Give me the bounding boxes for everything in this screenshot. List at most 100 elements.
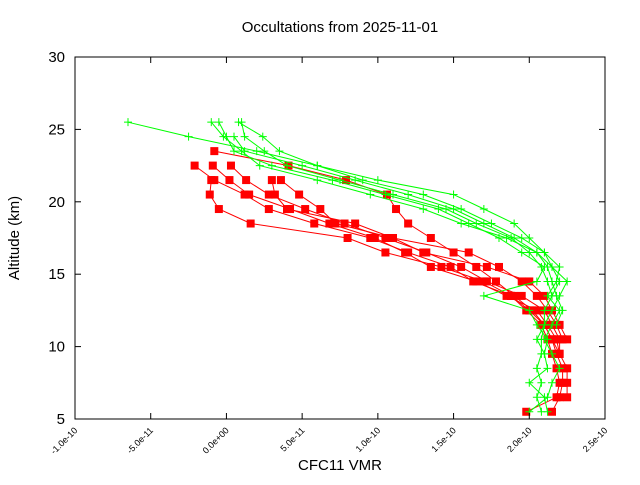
data-point-square <box>555 349 564 358</box>
data-point-square <box>437 262 446 271</box>
data-point-plus <box>449 190 458 199</box>
data-point-plus <box>563 277 572 286</box>
data-point-square <box>210 147 219 156</box>
data-point-plus <box>230 132 238 141</box>
series-1-profile-1-line <box>210 121 568 412</box>
data-point-square <box>517 291 526 300</box>
data-point-square <box>264 190 273 199</box>
data-point-square <box>446 262 455 271</box>
series-0-profile-3-line <box>230 165 561 354</box>
data-point-square <box>310 219 319 228</box>
data-point-square <box>240 190 249 199</box>
data-point-plus <box>540 349 549 358</box>
data-point-plus <box>543 335 552 344</box>
data-point-plus <box>389 190 397 199</box>
data-point-square <box>190 161 199 170</box>
data-point-plus <box>358 176 367 185</box>
y-tick-label: 10 <box>48 339 65 356</box>
data-point-plus <box>419 190 428 199</box>
data-point-square <box>214 205 223 214</box>
y-tick-label: 5 <box>57 411 65 428</box>
data-point-square <box>325 219 334 228</box>
x-axis-label: CFC11 VMR <box>298 457 382 474</box>
data-point-square <box>283 205 291 214</box>
data-point-plus <box>419 205 428 214</box>
series-0-profile-0-line <box>214 150 564 413</box>
data-point-plus <box>255 161 264 170</box>
plot-border <box>74 56 606 420</box>
data-point-plus <box>548 378 556 387</box>
data-point-plus <box>555 364 564 373</box>
data-point-plus <box>336 176 344 185</box>
data-point-plus <box>479 205 488 214</box>
data-point-square <box>343 234 352 242</box>
y-tick-label: 15 <box>48 266 65 283</box>
data-point-square <box>351 219 360 228</box>
y-axis: 5 10 15 20 25 30 <box>48 49 605 428</box>
data-point-square <box>381 248 390 257</box>
x-tick-label: -5.0e-11 <box>125 425 155 455</box>
data-point-plus <box>532 277 541 286</box>
data-point-square <box>558 335 567 344</box>
data-point-plus <box>313 161 322 170</box>
x-tick-label: 2.5e-10 <box>581 425 610 454</box>
data-point-square <box>389 234 397 242</box>
y-tick-label: 30 <box>48 49 65 66</box>
data-point-square <box>340 219 349 228</box>
data-point-plus <box>495 234 503 242</box>
data-point-square <box>207 176 216 185</box>
data-point-plus <box>487 219 496 228</box>
data-point-plus <box>381 190 390 199</box>
data-point-square <box>226 161 235 170</box>
data-point-square <box>502 291 511 300</box>
data-point-square <box>404 219 413 228</box>
data-point-plus <box>351 176 360 185</box>
data-point-plus <box>240 147 249 156</box>
data-point-plus <box>558 306 567 315</box>
data-point-square <box>331 219 340 228</box>
data-point-square <box>555 378 564 387</box>
data-point-plus <box>275 147 284 156</box>
data-point-square <box>205 190 214 199</box>
data-point-square <box>517 277 526 286</box>
data-point-plus <box>184 132 193 141</box>
data-point-square <box>267 176 276 185</box>
data-point-plus <box>328 176 337 185</box>
data-point-plus <box>525 248 534 257</box>
data-point-plus <box>543 407 552 416</box>
data-point-plus <box>472 219 481 228</box>
data-point-plus <box>457 205 466 214</box>
data-point-plus <box>543 277 552 286</box>
data-point-square <box>295 190 304 199</box>
data-point-plus <box>555 262 564 271</box>
data-point-square <box>392 205 401 214</box>
data-point-square <box>548 335 556 344</box>
data-point-plus <box>540 306 549 315</box>
data-point-plus <box>207 118 216 127</box>
data-point-square <box>532 306 541 315</box>
data-point-square <box>449 248 458 257</box>
plot-marks <box>124 118 572 416</box>
data-point-square <box>264 205 273 214</box>
data-point-plus <box>258 132 267 141</box>
data-point-plus <box>548 306 556 315</box>
data-point-plus <box>507 234 516 242</box>
data-point-plus <box>532 320 541 329</box>
data-point-plus <box>540 320 549 329</box>
data-point-plus <box>543 393 552 402</box>
data-point-plus <box>517 234 526 242</box>
data-point-plus <box>540 248 549 257</box>
data-point-plus <box>479 291 488 300</box>
data-point-square <box>245 190 254 199</box>
data-point-square <box>366 234 375 242</box>
data-point-plus <box>548 349 556 358</box>
data-point-square <box>532 291 541 300</box>
data-point-plus <box>373 176 382 185</box>
data-point-square <box>426 234 435 242</box>
x-tick-label: 2.0e-10 <box>505 425 534 454</box>
data-point-square <box>563 335 572 344</box>
data-point-plus <box>510 219 519 228</box>
data-point-square <box>563 393 572 402</box>
data-point-plus <box>552 320 561 329</box>
